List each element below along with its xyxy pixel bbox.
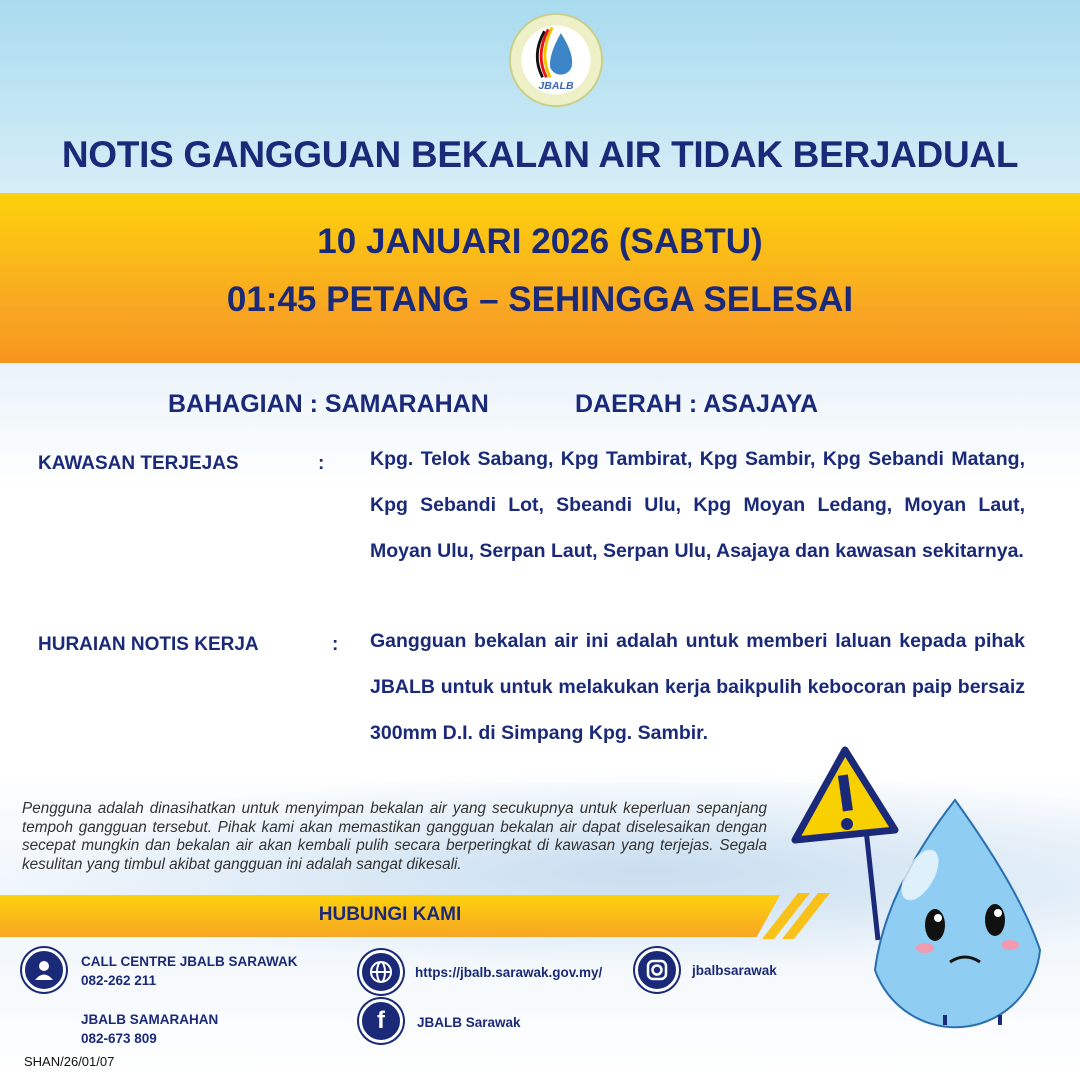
instagram-icon: [635, 948, 679, 992]
website-link[interactable]: https://jbalb.sarawak.gov.my/: [415, 965, 603, 980]
kawasan-text: Kpg. Telok Sabang, Kpg Tambirat, Kpg Sam…: [370, 448, 1025, 562]
office-name: JBALB SAMARAHAN: [81, 1012, 219, 1027]
daerah-label: DAERAH : ASAJAYA: [575, 390, 819, 418]
advice-text: Pengguna adalah dinasihatkan untuk menyi…: [22, 800, 767, 873]
huraian-text: Gangguan bekalan air ini adalah untuk me…: [370, 630, 1025, 744]
reference-code: SHAN/26/01/07: [24, 1054, 115, 1069]
bahagian-label: BAHAGIAN : SAMARAHAN: [168, 390, 489, 418]
office-phone[interactable]: 082-673 809: [81, 1031, 157, 1046]
huraian-label: HURAIAN NOTIS KERJA: [38, 634, 259, 655]
facebook-icon: f: [359, 999, 403, 1043]
svg-text:JBALB: JBALB: [538, 80, 574, 92]
date-band: [0, 193, 1080, 363]
call-centre-phone[interactable]: 082-262 211: [81, 973, 157, 988]
water-droplet-mascot: [791, 746, 1042, 1029]
contact-title: HUBUNGI KAMI: [318, 904, 462, 925]
facebook-link[interactable]: JBALB Sarawak: [417, 1015, 521, 1030]
call-centre-name: CALL CENTRE JBALB SARAWAK: [81, 954, 298, 969]
date-text: 10 JANUARI 2026 (SABTU): [317, 222, 763, 261]
person-icon: [22, 948, 66, 992]
globe-icon: [359, 950, 403, 994]
content-background: [0, 363, 1080, 783]
huraian-colon: :: [332, 634, 339, 655]
instagram-link[interactable]: jbalbsarawak: [692, 963, 777, 978]
page-title: NOTIS GANGGUAN BEKALAN AIR TIDAK BERJADU…: [61, 134, 1019, 175]
contact-banner: [0, 895, 780, 937]
time-text: 01:45 PETANG – SEHINGGA SELESAI: [226, 280, 854, 319]
kawasan-label: KAWASAN TERJEJAS: [38, 453, 239, 474]
kawasan-colon: :: [318, 453, 325, 474]
jbalb-logo: JBALB: [508, 12, 604, 108]
